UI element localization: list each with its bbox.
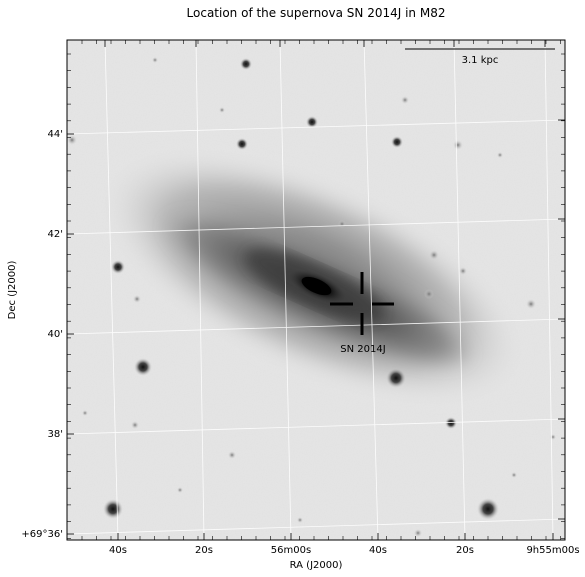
star (511, 472, 517, 478)
star (177, 487, 183, 493)
minor-tick-marks (67, 40, 565, 540)
x-tick-label: 20s (195, 545, 213, 556)
star (459, 267, 467, 275)
y-tick-label: 44' (48, 129, 63, 140)
star (82, 410, 88, 416)
x-tick-label: 20s (456, 545, 474, 556)
supernova-label: SN 2014J (340, 344, 385, 355)
star (131, 421, 139, 429)
star (152, 57, 158, 63)
x-tick-label: 40s (109, 545, 127, 556)
star (424, 289, 434, 299)
sky-image: SN 2014J 3.1 kpc (67, 40, 565, 540)
supernova-marker (330, 272, 394, 335)
coordinate-grid (67, 40, 565, 540)
star (236, 138, 248, 150)
y-axis-label: Dec (J2000) (7, 261, 18, 320)
star (550, 434, 556, 440)
star (133, 295, 141, 303)
y-tick-label: 38' (48, 429, 63, 440)
star (219, 107, 225, 113)
star (477, 498, 499, 520)
x-tick-label: 56m00s (271, 545, 311, 556)
star (497, 152, 503, 158)
star (526, 299, 536, 309)
stars (67, 57, 556, 537)
y-tick-label: 42' (48, 229, 63, 240)
y-tick-label: 40' (48, 329, 63, 340)
star (111, 260, 125, 274)
x-tick-labels: 40s 20s 56m00s 40s 20s 9h55m00s (109, 545, 580, 556)
star (414, 529, 422, 537)
axes-frame (66, 39, 566, 541)
tick-marks (67, 40, 565, 540)
y-tick-label: +69°36' (21, 529, 63, 540)
star (453, 140, 463, 150)
star (445, 417, 457, 429)
x-tick-label: 9h55m00s (526, 545, 579, 556)
star (103, 499, 123, 519)
star (391, 136, 403, 148)
star (429, 250, 439, 260)
star (386, 368, 406, 388)
x-axis-label: RA (J2000) (290, 560, 343, 571)
star (401, 96, 409, 104)
figure-title: Location of the supernova SN 2014J in M8… (187, 6, 446, 20)
star (228, 451, 236, 459)
star (297, 517, 303, 523)
star (338, 220, 346, 228)
star (240, 58, 252, 70)
y-tick-labels: 44' 42' 40' 38' +69°36' (21, 129, 63, 540)
star (306, 116, 318, 128)
scale-bar-label: 3.1 kpc (462, 55, 499, 66)
star (134, 358, 152, 376)
x-tick-label: 40s (369, 545, 387, 556)
star (67, 135, 77, 145)
